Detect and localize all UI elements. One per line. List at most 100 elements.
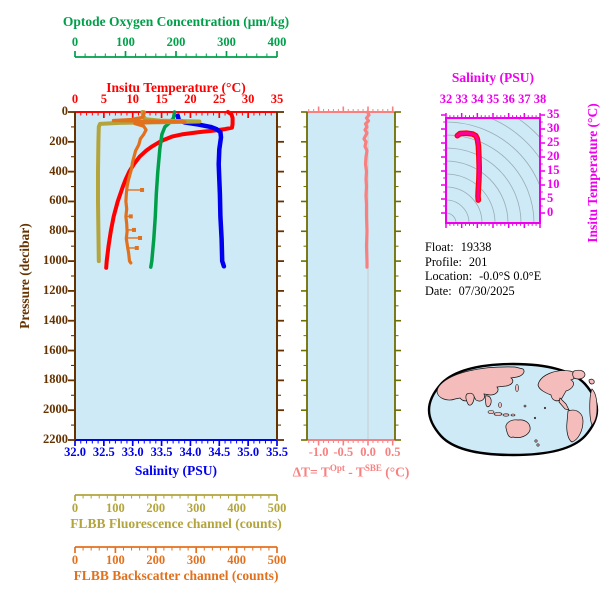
insitu-temperature-curve	[104, 110, 235, 270]
map-landmass	[572, 369, 586, 380]
ts-temperature-tick-label: 5	[547, 191, 554, 205]
ts-salinity-axis-title: Salinity (PSU)	[451, 70, 535, 85]
profile-label: Profile:	[425, 254, 462, 269]
map-landmass	[505, 419, 531, 438]
fluorescence-tick-label: 100	[106, 501, 125, 515]
map-island	[510, 413, 516, 417]
map-island	[498, 402, 502, 408]
map-landmass	[436, 366, 525, 402]
oxygen-tick-label: 300	[217, 35, 236, 49]
ts_salinity-tick-label: 36	[502, 92, 515, 106]
salinity-axis-title: Salinity (PSU)	[134, 463, 218, 478]
map-island	[536, 443, 540, 447]
pressure-tick-label: 0	[61, 104, 68, 118]
temperature-tick-label: 5	[100, 92, 107, 106]
ts_salinity-tick-label: 33	[455, 92, 468, 106]
ts-temperature-tick-label: 10	[547, 177, 560, 191]
fluorescence-tick-label: 400	[227, 501, 246, 515]
salinity-tick-label: 35.5	[266, 445, 288, 459]
fluorescence-tick-label: 200	[146, 501, 166, 515]
float-value: 19338	[460, 240, 492, 254]
salinity-tick-label: 33.5	[150, 445, 173, 459]
ts_salinity-tick-label: 35	[486, 92, 500, 106]
pressure-tick-label: 200	[49, 133, 68, 148]
backscatter-tick-label: 300	[186, 553, 206, 567]
location-value: -0.0°S 0.0°E	[479, 269, 542, 284]
oxygen-tick-label: 200	[166, 35, 186, 49]
delta_t-tick-label: 0.0	[360, 445, 376, 459]
flbb-backscatter-curve	[111, 110, 187, 265]
pressure-tick-label: 1600	[43, 342, 68, 357]
salinity-tick-label: 34.5	[208, 445, 231, 459]
pressure-tick-label: 400	[49, 163, 68, 178]
profile-row: Profile: 201	[425, 255, 541, 270]
date-label: Date:	[425, 283, 452, 298]
pressure-tick-label: 2200	[43, 432, 68, 446]
delta-t-curve	[362, 110, 371, 269]
float-info-block: Float: 19338 Profile: 201 Location: -0.0°S …	[425, 240, 541, 298]
profile-value: 201	[468, 254, 488, 269]
backscatter-axis-title: FLBB Backscatter channel (counts)	[73, 568, 279, 583]
map-landmass	[588, 378, 595, 385]
pressure-tick-label: 1800	[43, 372, 68, 387]
map-island	[515, 384, 519, 392]
ts-temperature-tick-label: 25	[547, 135, 560, 149]
float-id-row: Float: 19338	[425, 240, 541, 255]
pressure-tick-label: 2000	[43, 402, 68, 417]
fluorescence-tick-label: 500	[267, 501, 287, 515]
ts-temperature-tick-label: 35	[547, 107, 560, 121]
backscatter-tick-label: 100	[106, 553, 125, 567]
salinity-tick-label: 34.0	[179, 445, 202, 459]
map-landmass	[465, 392, 475, 406]
delta_t-tick-label: 0.5	[384, 445, 401, 459]
map-landmass	[558, 397, 570, 411]
fluorescence-tick-label: 300	[186, 501, 206, 515]
temperature-axis-title: Insitu Temperature (°C)	[106, 80, 246, 95]
ts_salinity-tick-label: 34	[471, 92, 484, 106]
backscatter-tick-label: 200	[146, 553, 166, 567]
oxygen-axis-title: Optode Oxygen Concentration (μm/kg)	[62, 14, 290, 29]
delta_t-tick-label: -0.5	[333, 445, 354, 459]
pressure-tick-label: 600	[49, 193, 68, 208]
oxygen-tick-label: 0	[71, 35, 79, 49]
flbb-fluorescence-curve	[96, 110, 202, 264]
delta-t-plot-area	[307, 112, 395, 440]
map-island	[523, 404, 527, 408]
temperature-tick-label: 10	[126, 92, 139, 106]
backscatter-tick-label: 400	[227, 553, 246, 567]
temperature-tick-label: 15	[155, 92, 168, 106]
location-row: Location: -0.0°S 0.0°E	[425, 269, 541, 284]
map-island	[493, 412, 503, 416]
temperature-tick-label: 35	[270, 92, 284, 106]
backscatter-tick-label: 500	[267, 553, 287, 567]
temperature-tick-label: 30	[241, 92, 255, 106]
delta_t-tick-label: -1.0	[308, 445, 329, 459]
main-plot-area	[75, 112, 277, 440]
map-island	[487, 410, 495, 414]
fluorescence-axis-title: FLBB Fluorescence channel (counts)	[70, 516, 282, 531]
oxygen-tick-label: 100	[116, 35, 135, 49]
location-label: Location:	[425, 269, 473, 284]
ts-temperature-tick-label: 15	[547, 163, 560, 177]
ts_salinity-tick-label: 38	[533, 92, 547, 106]
float-label: Float:	[425, 240, 454, 254]
ts-temperature-axis-title: Insitu Temperature (°C)	[585, 103, 600, 243]
ts-temperature-tick-label: 0	[547, 205, 554, 219]
date-value: 07/30/2025	[458, 283, 515, 298]
fluorescence-tick-label: 0	[71, 501, 79, 515]
oxygen-tick-label: 400	[267, 35, 287, 49]
world-map	[427, 362, 599, 457]
delta-t-axis-title: ΔT= TOpt - TSBE (°C)	[292, 463, 410, 480]
temperature-tick-label: 25	[213, 92, 226, 106]
map-landmass	[537, 370, 577, 402]
map-landmass	[484, 395, 492, 408]
salinity-tick-label: 33.0	[121, 445, 144, 459]
map-island	[543, 406, 547, 410]
pressure-tick-label: 1400	[43, 312, 68, 327]
map-island	[534, 439, 538, 443]
ts-profile-curve	[454, 130, 482, 203]
map-landmass	[589, 388, 598, 426]
map-landmass	[566, 409, 584, 443]
